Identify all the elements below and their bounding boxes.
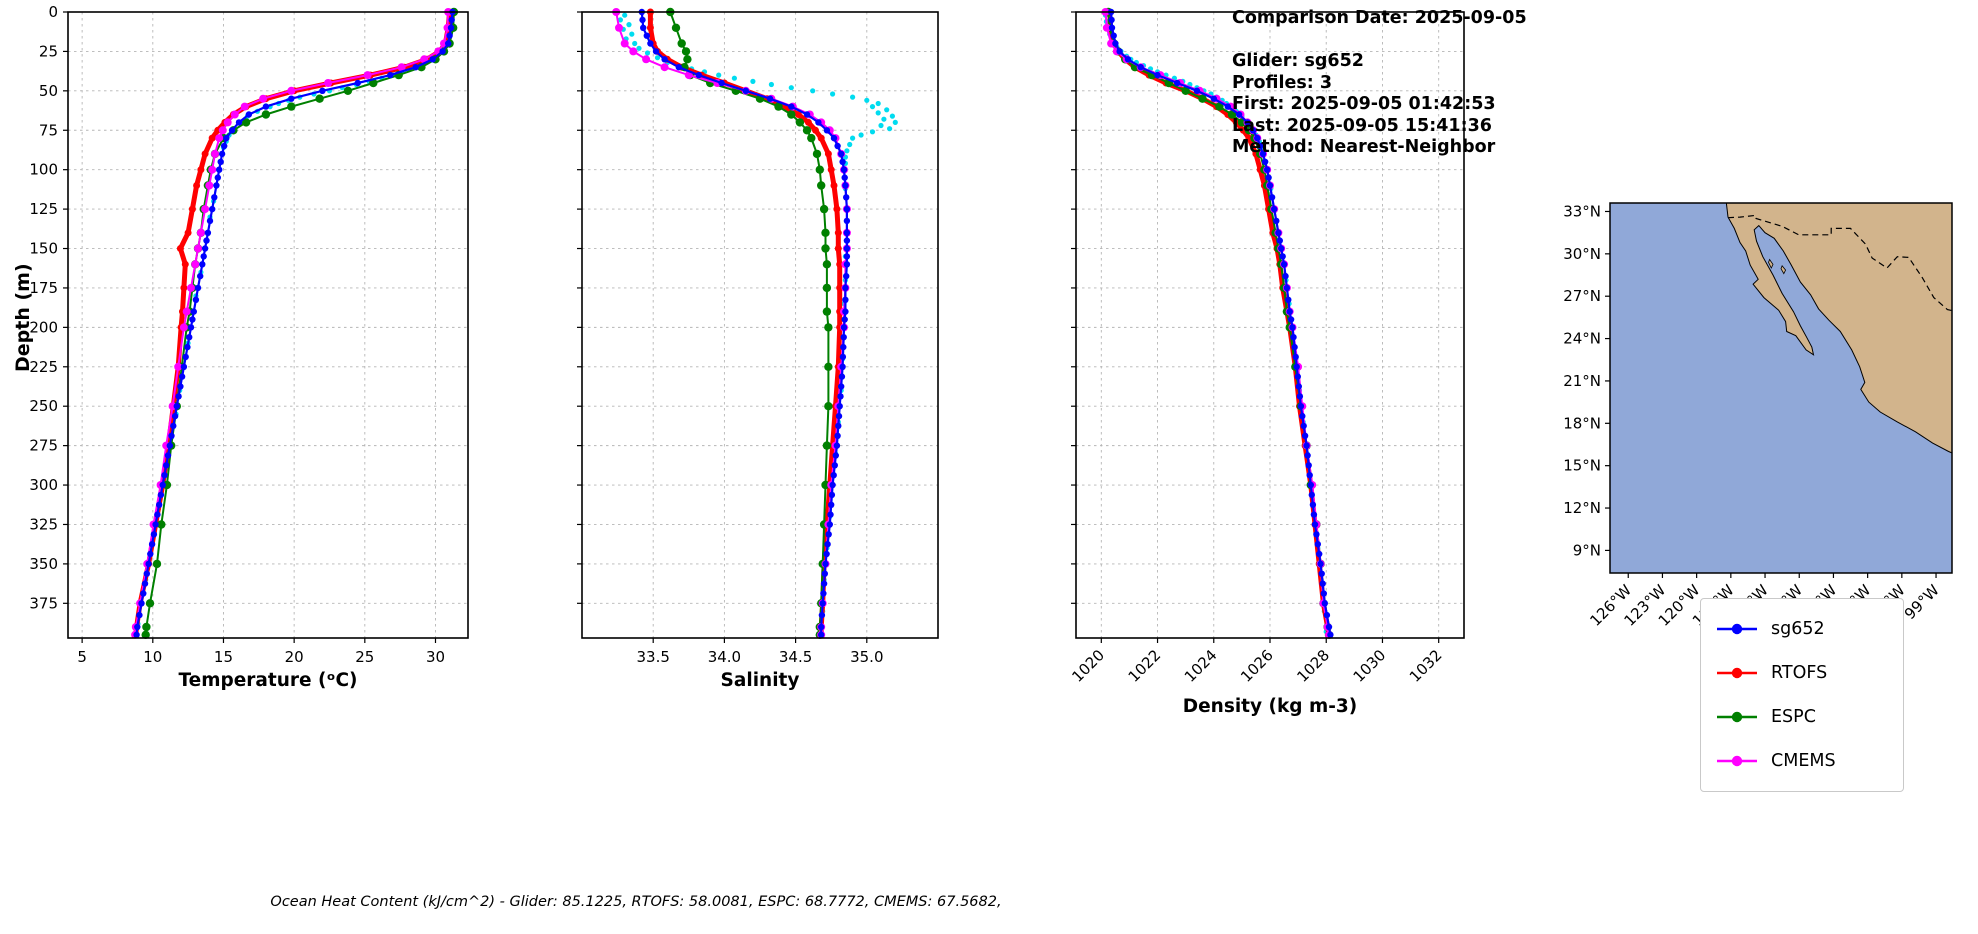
ESPC-series — [666, 7, 833, 639]
sg652-series — [638, 8, 851, 638]
legend-line-marker-icon — [1717, 623, 1757, 635]
x-ticks: 33.5 34.0 34.5 35.0 — [636, 638, 884, 666]
svg-text:150: 150 — [29, 240, 58, 258]
svg-text:1030: 1030 — [1350, 646, 1390, 686]
svg-text:20: 20 — [285, 648, 304, 666]
ocean-heat-content-caption: Ocean Heat Content (kJ/cm^2) - Glider: 8… — [270, 894, 1002, 910]
svg-text:27°N: 27°N — [1563, 287, 1601, 305]
svg-text:34.0: 34.0 — [708, 648, 741, 666]
svg-text:99°W: 99°W — [1901, 581, 1943, 623]
panel-frame — [581, 11, 939, 639]
svg-text:325: 325 — [29, 515, 58, 533]
salinity-axis-label: Salinity — [720, 670, 800, 691]
svg-text:9°N: 9°N — [1573, 541, 1601, 559]
svg-text:1026: 1026 — [1237, 646, 1277, 686]
location-map: 33°N30°N27°N24°N21°N18°N15°N12°N9°N126°W… — [1563, 202, 1953, 630]
legend-label: CMEMS — [1771, 751, 1836, 771]
land-mexico — [1725, 203, 1952, 454]
legend-line-marker-icon — [1717, 755, 1757, 767]
panel-frame — [67, 11, 469, 639]
y-ticks — [1071, 11, 1076, 604]
info-line: First: 2025-09-05 01:42:53 — [1232, 94, 1496, 114]
map-lat-ticks: 33°N 30°N 27°N 24°N 21°N 18°N 15°N 12°N 9°N — [1563, 202, 1610, 559]
svg-text:30: 30 — [426, 648, 445, 666]
svg-text:250: 250 — [29, 397, 58, 415]
svg-text:24°N: 24°N — [1563, 330, 1601, 348]
svg-text:50: 50 — [39, 82, 58, 100]
svg-text:5: 5 — [77, 648, 87, 666]
svg-text:100: 100 — [29, 161, 58, 179]
svg-text:1028: 1028 — [1293, 646, 1333, 686]
info-block: Comparison Date: 2025-09-05 Glider: sg65… — [1232, 8, 1527, 159]
legend-label: sg652 — [1771, 619, 1825, 639]
svg-text:33.5: 33.5 — [636, 648, 669, 666]
temperature-axis-label: Temperature (ᵒC) — [178, 670, 358, 691]
svg-text:175: 175 — [29, 279, 58, 297]
legend-item-sg652: sg652 — [1715, 607, 1889, 651]
sg652-series — [133, 8, 456, 638]
legend: sg652 RTOFS ESPC CMEMS — [1700, 598, 1904, 792]
legend-label: RTOFS — [1771, 663, 1828, 683]
legend-line-marker-icon — [1717, 667, 1757, 679]
svg-text:300: 300 — [29, 476, 58, 494]
svg-text:0: 0 — [48, 3, 58, 21]
svg-text:15: 15 — [214, 648, 233, 666]
svg-text:1022: 1022 — [1125, 646, 1165, 686]
svg-text:25: 25 — [355, 648, 374, 666]
legend-line-marker-icon — [1717, 711, 1757, 723]
svg-text:30°N: 30°N — [1563, 245, 1601, 263]
glider-raw-scatter — [617, 12, 898, 635]
svg-text:125: 125 — [29, 200, 58, 218]
svg-text:35.0: 35.0 — [850, 648, 883, 666]
info-line: Comparison Date: 2025-09-05 — [1232, 8, 1527, 28]
salinity-profile-panel: 33.5 34.0 34.5 35.0 — [577, 7, 939, 666]
svg-text:21°N: 21°N — [1563, 372, 1601, 390]
info-line: Profiles: 3 — [1232, 72, 1333, 93]
legend-item-rtofs: RTOFS — [1715, 651, 1889, 695]
x-ticks: 5 10 15 20 25 30 — [77, 638, 445, 666]
svg-text:375: 375 — [29, 594, 58, 612]
x-ticks: 1020 1022 1024 1026 1028 1030 1032 — [1068, 638, 1446, 686]
svg-text:75: 75 — [39, 121, 58, 139]
svg-text:1020: 1020 — [1068, 646, 1108, 686]
svg-text:1024: 1024 — [1181, 646, 1221, 686]
info-line — [1232, 30, 1527, 52]
gridlines — [582, 11, 938, 638]
legend-label: ESPC — [1771, 707, 1816, 727]
svg-text:350: 350 — [29, 555, 58, 573]
map-canvas — [1610, 203, 1952, 573]
svg-text:275: 275 — [29, 437, 58, 455]
info-line: Glider: sg652 — [1232, 51, 1364, 71]
legend-item-cmems: CMEMS — [1715, 739, 1889, 783]
svg-text:1032: 1032 — [1406, 646, 1446, 686]
svg-text:25: 25 — [39, 42, 58, 60]
svg-text:34.5: 34.5 — [779, 648, 812, 666]
svg-text:18°N: 18°N — [1563, 414, 1601, 432]
svg-text:10: 10 — [143, 648, 162, 666]
temperature-profile-panel: 5 10 15 20 25 3002550751001251501752002252502… — [29, 3, 469, 666]
y-ticks — [577, 11, 582, 604]
island — [1768, 258, 1774, 269]
info-line: Last: 2025-09-05 15:41:36 — [1232, 115, 1492, 136]
sg652-series — [1107, 8, 1334, 638]
ESPC-series — [141, 7, 459, 639]
svg-text:12°N: 12°N — [1563, 499, 1601, 517]
legend-item-espc: ESPC — [1715, 695, 1889, 739]
info-line: Method: Nearest-Neighbor — [1232, 137, 1496, 157]
map-frame — [1609, 202, 1953, 574]
density-axis-label: Density (kg m-3) — [1182, 696, 1358, 717]
CMEMS-series — [612, 8, 851, 639]
svg-text:33°N: 33°N — [1563, 202, 1601, 220]
svg-text:225: 225 — [29, 358, 58, 376]
svg-text:200: 200 — [29, 318, 58, 336]
island — [1780, 265, 1787, 275]
us-mexico-border — [1727, 214, 1952, 312]
gridlines — [68, 11, 468, 638]
svg-text:15°N: 15°N — [1563, 457, 1601, 475]
RTOFS-series — [646, 8, 844, 639]
y-ticks: 0 25 50 75 100 125 150 175 200 225 250 275 300 325 350… — [29, 3, 68, 612]
